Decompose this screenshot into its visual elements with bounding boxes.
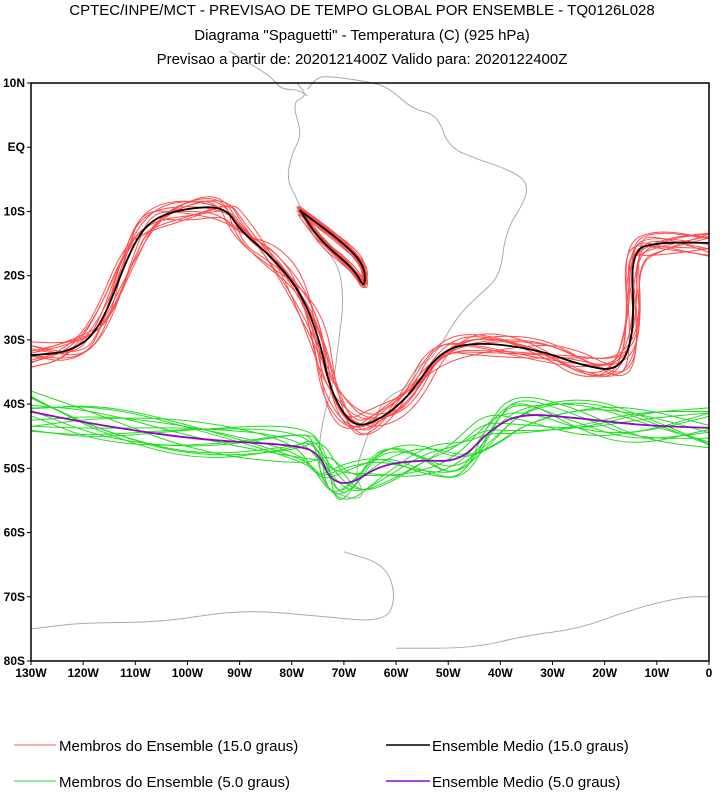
y-tick-label: 10S xyxy=(4,204,25,218)
x-tick-label: 100W xyxy=(172,666,204,680)
map-frame xyxy=(30,82,710,662)
x-tick-label: 60W xyxy=(384,666,409,680)
legend-label-mean15: Ensemble Medio (15.0 graus) xyxy=(432,738,629,755)
antarctic-peninsula-coast xyxy=(30,551,394,630)
central-america-coast xyxy=(228,50,308,97)
x-tick-label: 0 xyxy=(706,666,713,680)
x-tick-label: 50W xyxy=(436,666,461,680)
title-line-3: Previsao a partir de: 2020121400Z Valido… xyxy=(157,51,568,68)
title-line-1: CPTEC/INPE/MCT - PREVISAO DE TEMPO GLOBA… xyxy=(69,2,654,19)
legend-label-members5: Membros do Ensemble (5.0 graus) xyxy=(59,774,290,791)
x-tick-label: 20W xyxy=(592,666,617,680)
member-line-5c xyxy=(30,390,710,477)
x-tick-label: 110W xyxy=(120,666,151,680)
legend: Membros do Ensemble (15.0 graus) Ensembl… xyxy=(14,738,629,791)
member-line-5c xyxy=(30,399,710,491)
member-line-15c xyxy=(30,205,710,415)
ensemble-members xyxy=(30,196,710,500)
mean-contour-15c xyxy=(298,209,366,286)
x-tick-label: 70W xyxy=(332,666,357,680)
member-line-15c xyxy=(30,210,710,429)
member-line-5c xyxy=(30,397,710,491)
y-tick-label: 70S xyxy=(4,590,25,604)
member-line-15c xyxy=(30,200,710,427)
y-tick-label: 20S xyxy=(4,269,25,283)
antarctica-coast xyxy=(396,596,709,649)
y-tick-label: 10N xyxy=(3,76,25,90)
x-tick-label: 30W xyxy=(540,666,565,680)
mean-line-15c xyxy=(30,206,710,426)
y-tick-label: 80S xyxy=(4,654,25,668)
y-tick-label: 30S xyxy=(4,333,25,347)
x-tick-label: 80W xyxy=(279,666,304,680)
member-line-15c xyxy=(30,206,710,428)
ensemble-means xyxy=(30,206,710,484)
mean-line-5c xyxy=(30,410,710,484)
x-tick-label: 40W xyxy=(488,666,513,680)
member-line-15c xyxy=(30,200,710,431)
member-line-5c xyxy=(30,396,710,492)
legend-label-mean5: Ensemble Medio (5.0 graus) xyxy=(432,774,620,791)
x-tick-label: 10W xyxy=(645,666,670,680)
y-tick-label: 40S xyxy=(4,397,25,411)
y-tick-label: EQ xyxy=(8,140,25,154)
y-tick-label: 60S xyxy=(4,526,25,540)
legend-label-members15: Membros do Ensemble (15.0 graus) xyxy=(59,738,298,755)
x-tick-label: 130W xyxy=(15,666,47,680)
y-tick-label: 50S xyxy=(4,461,25,475)
x-tick-label: 120W xyxy=(67,666,99,680)
coastlines xyxy=(30,50,709,649)
x-tick-label: 90W xyxy=(227,666,252,680)
member-line-5c xyxy=(30,400,710,478)
member-line-5c xyxy=(30,395,710,490)
member-line-5c xyxy=(30,402,710,493)
member-line-5c xyxy=(30,409,710,500)
title-line-2: Diagrama "Spaguetti" - Temperatura (C) (… xyxy=(194,27,530,44)
